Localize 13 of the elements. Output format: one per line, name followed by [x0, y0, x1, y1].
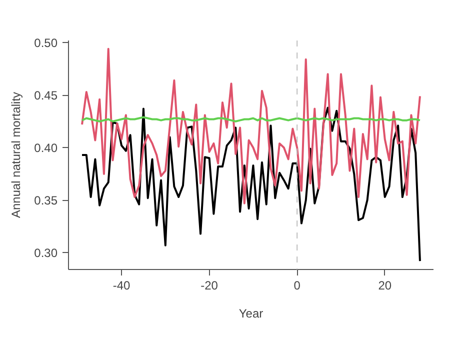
- y-tick-label: 0.40: [34, 141, 58, 156]
- y-tick-label: 0.45: [34, 88, 58, 103]
- x-tick-label: -40: [112, 278, 131, 292]
- x-tick-label: 20: [378, 278, 392, 292]
- line-series: [81, 106, 421, 262]
- y-tick-label: 0.50: [34, 36, 58, 50]
- line-series: [81, 48, 421, 204]
- y-tick-label: 0.35: [34, 194, 58, 208]
- y-axis-title: Annual natural mortality: [9, 92, 24, 218]
- x-axis-title: Year: [238, 306, 264, 320]
- y-tick-label: 0.30: [34, 246, 58, 260]
- x-tick-label: -20: [200, 278, 218, 292]
- x-tick-label: 0: [294, 278, 301, 292]
